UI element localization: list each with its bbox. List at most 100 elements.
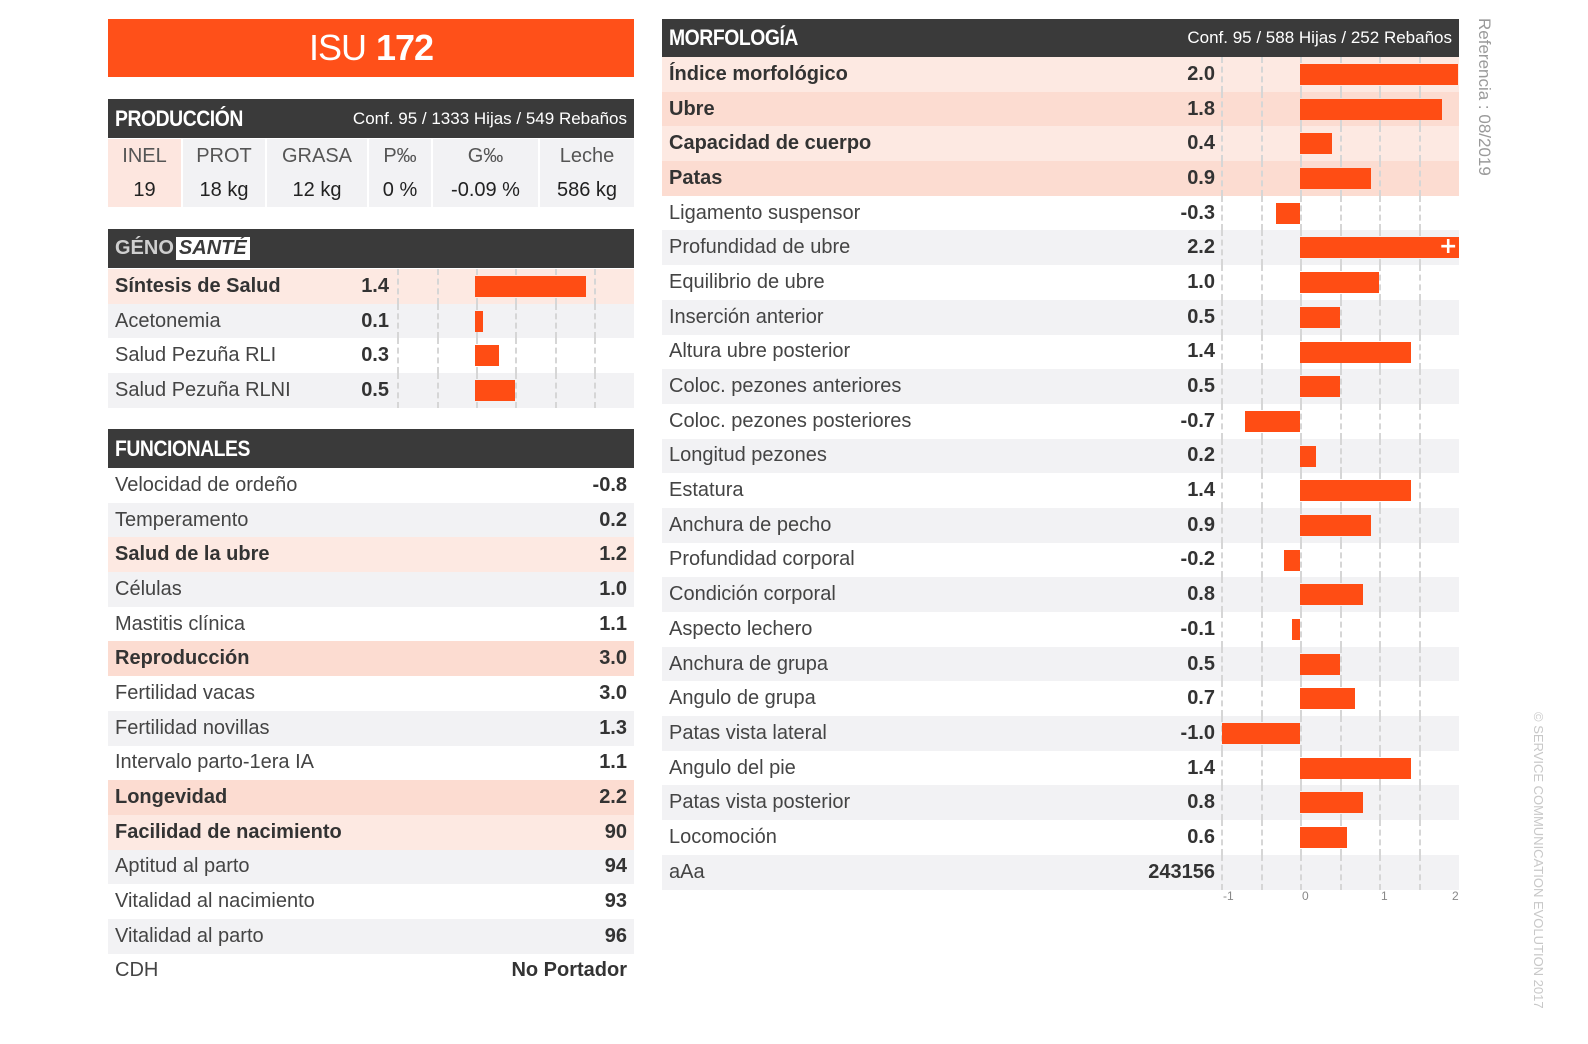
morfologia-gridline [1221,299,1223,335]
morfologia-conf: Conf. 95 / 588 Hijas / 252 Rebaños [1187,28,1452,47]
funcionales-row-value: 93 [604,890,627,913]
morfologia-gridline [1379,612,1381,647]
morfologia-row-value: -0.1 [1180,617,1215,640]
morfologia-row-value: -1.0 [1180,721,1215,744]
genosante-row-label: Síntesis de Salud [115,274,281,297]
funcionales-row-value: 96 [604,924,627,947]
morfologia-bar [1300,688,1356,710]
morfologia-gridline [1221,473,1223,508]
morfologia-gridline [1339,369,1342,404]
morfologia-axis-tick: 1 [1381,889,1388,903]
funcionales-row-value: 3.0 [599,647,627,670]
morfologia-gridline [1260,334,1263,370]
morfologia-row-label: Anchura de pecho [669,513,832,536]
morfologia-bar [1284,549,1300,571]
morfologia-row-label: Angulo del pie [669,756,796,779]
morfologia-row: Equilibrio de ubre 1.0 [662,265,1459,300]
funcionales-row-label: Mastitis clínica [115,612,246,635]
funcionales-row-label: Vitalidad al parto [115,924,264,947]
funcionales-title: FUNCIONALES [115,435,250,461]
morfologia-gridline [1379,126,1381,162]
morfologia-row-value: 0.5 [1187,652,1215,675]
morfologia-gridline [1418,646,1421,682]
genosante-gridline [397,269,399,304]
morfologia-bar [1300,237,1459,259]
genosante-gridline [555,338,557,374]
morfologia-gridline [1418,299,1421,335]
morfologia-row-value: 1.4 [1187,340,1215,363]
morfologia-gridline [1339,403,1342,439]
funcionales-row: Facilidad de nacimiento 90 [108,814,634,850]
produccion-col-head: GRASA [281,145,353,167]
morfologia-bar [1300,653,1340,675]
morfologia-gridline [1418,716,1421,751]
morfologia-gridline [1221,612,1223,647]
morfologia-gridline [1379,681,1381,717]
genosante-row-value: 1.4 [361,274,389,297]
funcionales-row: Células 1.0 [108,572,634,607]
genosante-gridline [555,303,557,339]
referencia-text: Referencia : 08/2019 [1475,18,1494,176]
morfologia-row-label: Patas vista posterior [669,791,851,814]
morfologia-row-label: Coloc. pezones anteriores [669,375,902,398]
morfologia-row: Estatura 1.4 [662,473,1459,508]
funcionales-row-label: Longevidad [115,786,228,809]
morfologia-bar [1300,272,1379,294]
morfologia-gridline [1418,126,1421,162]
funcionales-row-label: Temperamento [115,508,249,531]
funcionales-row: Velocidad de ordeño -0.8 [108,468,634,503]
morfologia-gridline [1418,403,1421,439]
morfologia-gridline [1260,265,1263,300]
funcionales-row-value: 1.0 [599,577,627,600]
morfologia-gridline [1260,57,1263,92]
genosante-logo-a: GÉNO [115,237,174,259]
produccion-col-head: Leche [559,145,615,167]
morfologia-bar [1300,133,1332,155]
produccion-header: PRODUCCIÓN Conf. 95 / 1333 Hijas / 549 R… [108,99,634,138]
morfologia-bar [1244,410,1300,432]
genosante-bar [475,345,499,367]
morfologia-gridline [1379,161,1381,196]
morfologia-row-value: -0.2 [1180,548,1215,571]
morfologia-gridline [1260,750,1263,786]
genosante-gridline [594,303,596,339]
morfologia-gridline [1300,403,1302,439]
funcionales-row-value: 1.2 [599,543,627,566]
morfologia-gridline [1221,334,1223,370]
morfologia-row-label: Locomoción [669,825,777,848]
genosante-logo: GÉNO SANTÉ [115,237,250,260]
funcionales-row-value: 1.1 [599,751,627,774]
funcionales-row-value: 94 [604,855,627,878]
isu-value: 172 [375,27,434,68]
morfologia-row-label: Equilibrio de ubre [669,270,825,293]
morfologia-row: Inserción anterior 0.5 [662,299,1459,335]
morfologia-gridline [1379,854,1381,890]
funcionales-row-value: 3.0 [599,681,627,704]
funcionales-row-label: Intervalo parto-1era IA [115,751,314,774]
produccion-table: INEL 19 PROT 18 kg GRASA 12 kg P‰ 0 % G‰ -0.09 % L… [108,139,634,207]
morfologia-gridline [1339,612,1342,647]
funcionales-row: Reproducción 3.0 [108,641,634,677]
morfologia-row: Anchura de pecho 0.9 [662,507,1459,543]
produccion-col: Leche 586 kg [540,139,634,207]
genosante-gridline [437,303,439,339]
morfologia-row-label: Aspecto lechero [669,617,813,640]
overflow-plus-icon: + [1439,234,1458,260]
morfologia-gridline [1221,126,1223,162]
morfologia-gridline [1300,716,1302,751]
morfologia-row-value: 0.8 [1187,583,1215,606]
morfologia-gridline [1418,577,1421,612]
produccion-col-value: 12 kg [292,179,342,201]
morfologia-row: Angulo de grupa 0.7 [662,681,1459,717]
morfologia-axis-tick: 0 [1302,889,1309,903]
morfologia-gridline [1221,91,1223,127]
morfologia-row-label: Capacidad de cuerpo [669,132,872,155]
funcionales-row: Temperamento 0.2 [108,502,634,538]
funcionales-row-label: Salud de la ubre [115,543,270,566]
morfologia-row-label: Coloc. pezones posteriores [669,409,912,432]
morfologia-gridline [1339,646,1342,682]
morfologia-row: Ligamento suspensor -0.3 [662,195,1459,231]
morfologia-bar [1276,202,1300,224]
morfologia-gridline [1221,161,1223,196]
funcionales-row-value: -0.8 [592,473,627,496]
